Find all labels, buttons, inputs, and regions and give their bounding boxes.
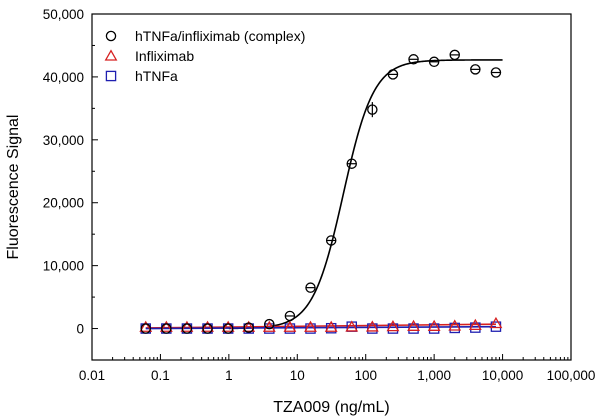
data-point-triangle: [427, 319, 441, 331]
data-point-circle: [367, 104, 378, 115]
data-point-circle: [243, 322, 254, 333]
data-point-circle: [387, 69, 399, 80]
data-point-triangle: [242, 320, 256, 332]
legend-label: hTNFa: [135, 68, 178, 84]
fit-line: [228, 59, 503, 330]
data-point-circle: [470, 64, 481, 75]
data-point-triangle: [448, 319, 462, 331]
data-point-circle: [161, 323, 172, 334]
data-point-triangle: [201, 320, 214, 332]
data-points: [139, 49, 503, 334]
legend-label: hTNFa/infliximab (complex): [135, 28, 305, 44]
x-axis-title: TZA009 (ng/mL): [273, 399, 389, 416]
y-tick-label: 0: [76, 322, 84, 337]
fit-curves: [145, 59, 503, 330]
data-point-triangle: [386, 320, 400, 332]
data-point-triangle: [489, 316, 503, 329]
data-point-square: [264, 323, 275, 334]
data-point-triangle: [468, 318, 482, 331]
data-point-triangle: [345, 320, 359, 332]
data-point-circle: [449, 49, 460, 61]
y-axis: 0 10,000 20,000 30,000 40,000 50,000: [43, 7, 98, 361]
data-point-triangle: [139, 320, 153, 332]
x-tick-label: 10: [290, 368, 305, 383]
y-tick-label: 20,000: [43, 196, 84, 211]
data-point-circle: [325, 235, 337, 246]
data-point-triangle: [304, 320, 317, 332]
data-point-triangle: [180, 320, 194, 332]
y-tick-label: 40,000: [43, 70, 84, 85]
data-point-triangle: [407, 319, 420, 331]
x-axis: 0.01 0.1 1 10 100 1,000 10,000 100,000: [79, 354, 596, 383]
data-point-square: [325, 322, 337, 334]
data-point-square: [284, 323, 296, 334]
data-point-circle: [140, 323, 151, 334]
x-tick-label: 1: [225, 368, 233, 383]
data-point-circle: [264, 318, 275, 330]
data-point-circle: [202, 323, 213, 334]
legend-marker-square: [105, 70, 117, 82]
data-point-triangle: [159, 320, 173, 332]
data-point-triangle: [283, 320, 297, 332]
data-point-circle: [181, 323, 193, 334]
x-tick-label: 1,000: [417, 368, 451, 383]
legend-marker-circle: [105, 30, 117, 42]
data-point-circle: [305, 282, 316, 293]
y-tick-label: 30,000: [43, 133, 84, 148]
data-point-circle: [222, 323, 234, 334]
x-tick-label: 10,000: [482, 368, 523, 383]
data-point-triangle: [262, 320, 276, 332]
data-point-circle: [490, 67, 502, 78]
plot-frame: [91, 13, 572, 361]
data-point-circle: [428, 56, 440, 68]
data-point-circle: [284, 310, 296, 322]
data-point-triangle: [221, 320, 235, 332]
data-point-triangle: [365, 320, 379, 332]
y-tick-label: 50,000: [43, 7, 84, 22]
legend: hTNFa/infliximab (complex) Infliximab hTNF…: [104, 28, 305, 84]
x-tick-label: 0.01: [79, 368, 105, 383]
data-point-triangle: [324, 320, 338, 332]
data-point-circle: [346, 158, 357, 169]
legend-label: Infliximab: [135, 48, 194, 64]
y-axis-title: Fluorescence Signal: [5, 115, 22, 260]
legend-marker-triangle: [104, 49, 118, 61]
data-point-circle: [408, 54, 419, 65]
y-tick-label: 10,000: [43, 259, 84, 274]
x-tick-label: 0.1: [151, 368, 170, 383]
data-point-square: [305, 323, 316, 334]
x-tick-label: 100: [354, 368, 377, 383]
x-tick-label: 100,000: [547, 368, 596, 383]
